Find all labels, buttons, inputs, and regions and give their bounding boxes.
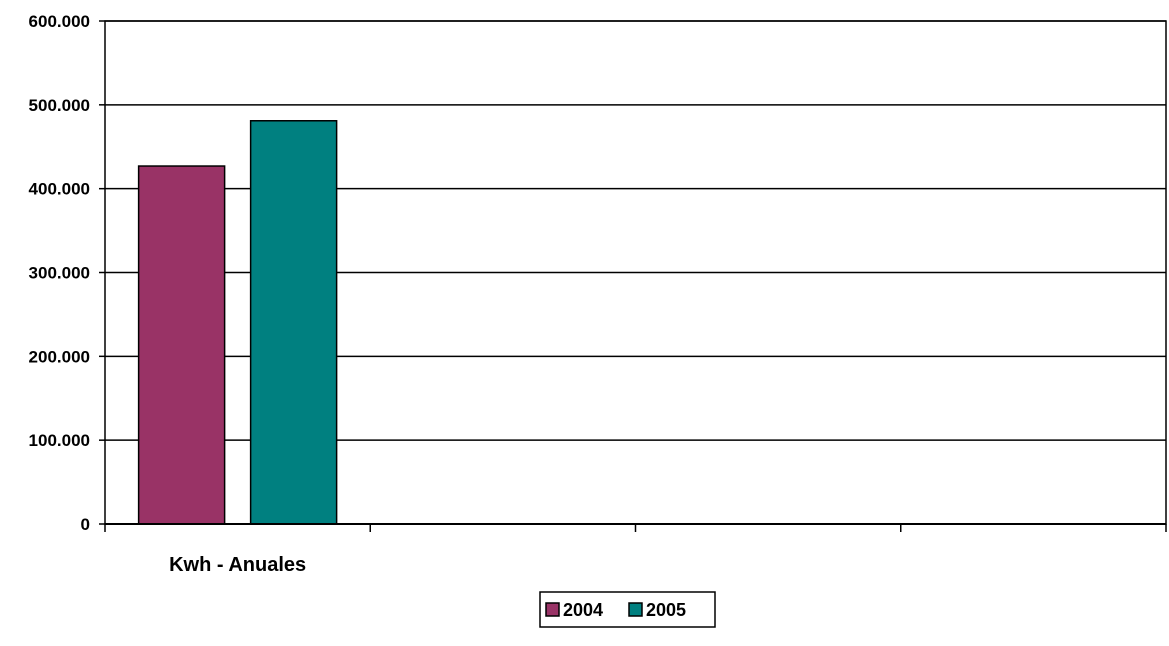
y-tick-label: 600.000 (29, 12, 90, 31)
legend: 2004 2005 (539, 591, 716, 628)
y-tick-label: 200.000 (29, 347, 90, 366)
legend-swatch-2004 (545, 602, 560, 617)
y-tick-label: 300.000 (29, 264, 90, 283)
y-tick-label: 400.000 (29, 180, 90, 199)
legend-box (539, 591, 716, 628)
y-tick-label: 0 (81, 515, 90, 534)
category-labels: Kwh - Anuales (169, 554, 306, 576)
axes (99, 20, 1167, 532)
bars (137, 120, 338, 525)
legend-swatch-2005 (628, 602, 643, 617)
bar-2004 (137, 165, 226, 525)
tick-labels: 0 100.000 200.000 300.000 400.000 500.000 600.… (29, 12, 90, 534)
y-tick-label: 100.000 (29, 431, 90, 450)
y-tick-label: 500.000 (29, 96, 90, 115)
x-category-label: Kwh - Anuales (169, 554, 306, 576)
bar-2005 (249, 120, 338, 525)
legend-label-2005: 2005 (646, 600, 686, 620)
legend-label-2004: 2004 (563, 600, 603, 620)
